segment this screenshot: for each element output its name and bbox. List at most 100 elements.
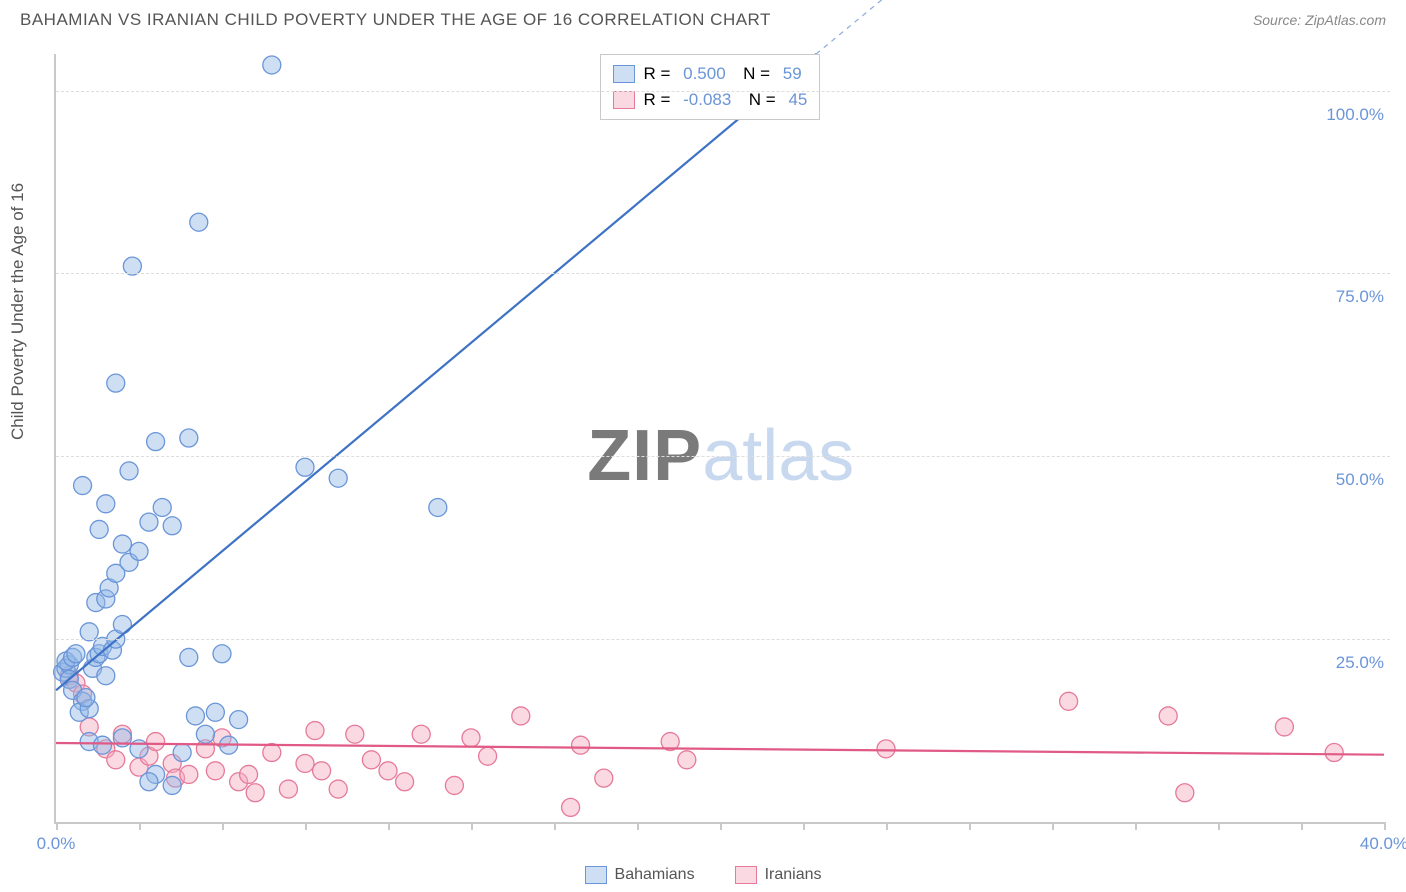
data-point <box>163 517 181 535</box>
data-point <box>196 725 214 743</box>
data-point <box>572 736 590 754</box>
data-point <box>445 776 463 794</box>
xtick <box>1135 822 1137 830</box>
trend-line <box>56 743 1384 755</box>
data-point <box>130 740 148 758</box>
data-point <box>877 740 895 758</box>
data-point <box>147 433 165 451</box>
data-point <box>595 769 613 787</box>
legend-item-iranians: Iranians <box>735 866 822 884</box>
data-point <box>97 667 115 685</box>
gridline-h <box>56 91 1390 92</box>
xtick <box>388 822 390 830</box>
data-point <box>1275 718 1293 736</box>
data-point <box>246 784 264 802</box>
xtick <box>969 822 971 830</box>
data-point <box>263 56 281 74</box>
data-point <box>512 707 530 725</box>
legend-item-bahamians: Bahamians <box>585 866 695 884</box>
data-point <box>240 765 258 783</box>
plot-area: ZIPatlas R = 0.500 N = 59 R = -0.083 N =… <box>54 54 1384 824</box>
data-point <box>329 469 347 487</box>
data-point <box>180 765 198 783</box>
xtick <box>554 822 556 830</box>
data-point <box>107 751 125 769</box>
data-point <box>180 648 198 666</box>
data-point <box>678 751 696 769</box>
data-point <box>130 542 148 560</box>
data-point <box>90 520 108 538</box>
xtick <box>305 822 307 830</box>
xtick <box>637 822 639 830</box>
data-point <box>206 703 224 721</box>
stats-legend: R = 0.500 N = 59 R = -0.083 N = 45 <box>600 54 820 120</box>
source-label: Source: ZipAtlas.com <box>1253 12 1386 28</box>
gridline-h <box>56 639 1390 640</box>
data-point <box>396 773 414 791</box>
data-point <box>230 711 248 729</box>
data-point <box>74 477 92 495</box>
data-point <box>279 780 297 798</box>
xtick-label: 0.0% <box>37 834 76 854</box>
data-point <box>306 722 324 740</box>
data-point <box>362 751 380 769</box>
stats-row-bahamians: R = 0.500 N = 59 <box>613 61 807 87</box>
data-point <box>190 213 208 231</box>
ytick-label: 50.0% <box>1336 470 1390 490</box>
ytick-label: 75.0% <box>1336 287 1390 307</box>
data-point <box>123 257 141 275</box>
data-point <box>329 780 347 798</box>
data-point <box>113 535 131 553</box>
data-point <box>180 429 198 447</box>
xtick <box>1301 822 1303 830</box>
swatch-bahamians <box>613 65 635 83</box>
chart-title: BAHAMIAN VS IRANIAN CHILD POVERTY UNDER … <box>20 10 771 30</box>
data-point <box>120 462 138 480</box>
data-point <box>186 707 204 725</box>
data-point <box>379 762 397 780</box>
legend-label-iranians: Iranians <box>765 866 822 884</box>
data-point <box>263 744 281 762</box>
data-point <box>67 645 85 663</box>
xtick <box>1052 822 1054 830</box>
data-point <box>77 689 95 707</box>
r-value-bahamians: 0.500 <box>683 61 726 87</box>
data-point <box>97 495 115 513</box>
xtick <box>1218 822 1220 830</box>
data-point <box>1176 784 1194 802</box>
gridline-h <box>56 456 1390 457</box>
data-point <box>93 736 111 754</box>
data-point <box>107 374 125 392</box>
xtick <box>803 822 805 830</box>
legend-swatch-iranians <box>735 866 757 884</box>
data-point <box>346 725 364 743</box>
ytick-label: 100.0% <box>1326 105 1390 125</box>
trend-line <box>56 54 816 690</box>
data-point <box>1325 744 1343 762</box>
data-point <box>562 798 580 816</box>
ytick-label: 25.0% <box>1336 653 1390 673</box>
xtick <box>139 822 141 830</box>
xtick <box>222 822 224 830</box>
data-point <box>479 747 497 765</box>
data-point <box>1159 707 1177 725</box>
header-bar: BAHAMIAN VS IRANIAN CHILD POVERTY UNDER … <box>0 0 1406 40</box>
plot-svg <box>56 54 1384 822</box>
data-point <box>173 744 191 762</box>
bottom-legend: Bahamians Iranians <box>0 866 1406 884</box>
legend-label-bahamians: Bahamians <box>615 866 695 884</box>
data-point <box>163 776 181 794</box>
data-point <box>140 773 158 791</box>
xtick <box>1384 822 1386 830</box>
data-point <box>313 762 331 780</box>
data-point <box>296 458 314 476</box>
data-point <box>140 513 158 531</box>
data-point <box>213 645 231 663</box>
xtick <box>886 822 888 830</box>
data-point <box>80 623 98 641</box>
data-point <box>429 498 447 516</box>
swatch-iranians <box>613 91 635 109</box>
xtick <box>720 822 722 830</box>
data-point <box>206 762 224 780</box>
xtick <box>56 822 58 830</box>
